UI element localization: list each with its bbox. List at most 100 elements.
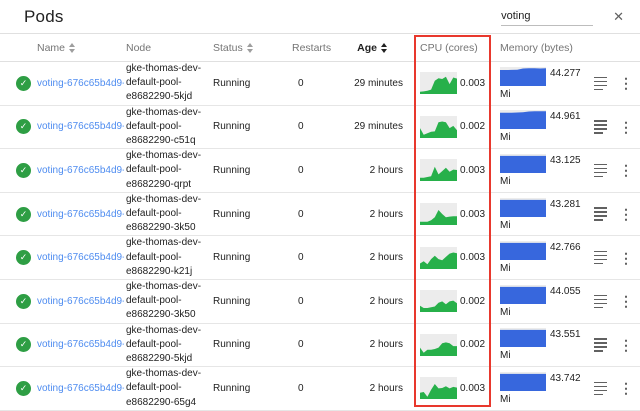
logs-icon[interactable] [592,249,609,267]
column-header-status-label: Status [213,41,243,54]
column-header-cpu-label: CPU (cores) [420,41,478,54]
status-cell: Running [213,339,251,351]
sort-icon [69,42,76,53]
kebab-menu-icon[interactable]: ⋮ [615,379,637,397]
column-header-age[interactable]: Age [340,42,405,54]
memory-cell: 43.281 Mi [495,197,585,231]
restarts-cell: 0 [298,382,304,394]
node-cell: gke-thomas-dev-default-pool-e8682290-5kj… [126,63,202,103]
menu-cell: ⋮ [615,379,640,397]
memory-value: 44.055 [550,285,581,297]
memory-unit: Mi [500,350,511,362]
table-row: ✓ voting-676c65b4d9-8f8 gke-thomas-dev-d… [0,367,640,411]
restarts-cell: 0 [298,295,304,307]
status-icon-cell: ✓ [0,119,36,135]
cpu-value: 0.003 [460,208,486,220]
age-cell: 2 hours [369,339,403,351]
logs-icon[interactable] [592,293,609,311]
restarts-cell: 0 [298,252,304,264]
search-input[interactable] [501,7,594,26]
cpu-sparkline-chart [420,246,457,269]
logs-icon[interactable] [592,162,609,180]
cpu-sparkline-chart [420,115,457,138]
cpu-cell: 0.002 [405,333,495,356]
menu-cell: ⋮ [615,205,640,223]
menu-cell: ⋮ [615,336,640,354]
table-row: ✓ voting-676c65b4d9-srl gke-thomas-dev-d… [0,236,640,280]
pod-name-link[interactable]: voting-676c65b4d9-xs [37,77,124,89]
logs-icon[interactable] [592,205,609,223]
column-header-status[interactable]: Status [210,42,282,54]
logs-icon[interactable] [592,336,609,354]
cpu-cell: 0.002 [405,115,495,138]
close-icon[interactable]: ✕ [613,9,624,24]
status-icon-cell: ✓ [0,162,36,178]
menu-cell: ⋮ [615,161,640,179]
logs-icon[interactable] [592,118,609,136]
memory-cell: 44.055 Mi [495,284,585,318]
column-header-memory[interactable]: Memory (bytes) [495,42,585,54]
cpu-sparkline-chart [420,72,457,95]
pod-name-link[interactable]: voting-676c65b4d9-tpr [37,121,124,133]
logs-icon[interactable] [592,380,609,398]
memory-cell: 43.551 Mi [495,328,585,361]
cpu-value: 0.003 [460,382,486,394]
logs-cell [585,249,615,267]
kebab-menu-icon[interactable]: ⋮ [615,292,637,310]
status-ok-check-icon: ✓ [16,162,31,178]
status-ok-check-icon: ✓ [16,337,31,353]
pod-name-link[interactable]: voting-676c65b4d9-8f8 [37,382,124,394]
status-cell: Running [213,121,251,133]
column-header-node[interactable]: Node [124,42,210,54]
kebab-menu-icon[interactable]: ⋮ [615,161,637,179]
column-header-memory-label: Memory (bytes) [500,41,573,54]
logs-cell [585,293,615,311]
column-header-restarts[interactable]: Restarts [282,42,340,54]
table-header-row: Name Node Status Restarts Age CPU (cores… [0,34,640,62]
column-header-cpu[interactable]: CPU (cores) [405,42,495,54]
memory-sparkline-chart [500,110,546,130]
column-header-name[interactable]: Name [36,42,124,54]
name-cell: voting-676c65b4d9-tj6 [36,296,124,307]
kebab-menu-icon[interactable]: ⋮ [615,249,637,267]
kebab-menu-icon[interactable]: ⋮ [615,118,637,136]
restarts-cell: 0 [298,208,304,220]
age-cell: 2 hours [369,252,403,264]
menu-cell: ⋮ [615,292,640,310]
logs-cell [585,75,615,93]
cpu-cell: 0.003 [405,72,495,95]
age-cell: 2 hours [369,295,403,307]
pod-name-link[interactable]: voting-676c65b4d9-nv [37,208,124,220]
name-cell: voting-676c65b4d9-srl [36,252,124,263]
table-row: ✓ voting-676c65b4d9-tpj gke-thomas-dev-d… [0,324,640,368]
kebab-menu-icon[interactable]: ⋮ [615,336,637,354]
age-cell: 29 minutes [354,121,403,133]
memory-sparkline-chart [500,328,546,348]
column-header-age-label: Age [357,41,377,54]
cpu-value: 0.003 [460,164,486,176]
cpu-sparkline-chart [420,333,457,356]
memory-cell: 42.766 Mi [495,241,585,274]
age-cell: 2 hours [369,208,403,220]
restarts-cell: 0 [298,121,304,133]
pod-name-link[interactable]: voting-676c65b4d9-tpj [37,339,124,351]
name-cell: voting-676c65b4d9-72 [36,165,124,176]
cpu-cell: 0.003 [405,377,495,400]
cpu-sparkline-chart [420,159,457,182]
kebab-menu-icon[interactable]: ⋮ [615,74,637,92]
logs-cell [585,205,615,223]
page-title: Pods [24,6,64,26]
memory-sparkline-chart [500,284,546,304]
logs-icon[interactable] [592,75,609,93]
cpu-cell: 0.003 [405,159,495,182]
pod-name-link[interactable]: voting-676c65b4d9-srl [37,252,124,264]
name-cell: voting-676c65b4d9-nv [36,209,124,220]
status-icon-cell: ✓ [0,293,36,309]
pod-name-link[interactable]: voting-676c65b4d9-72 [37,164,124,176]
table-row: ✓ voting-676c65b4d9-72 gke-thomas-dev-de… [0,149,640,193]
pod-name-link[interactable]: voting-676c65b4d9-tj6 [37,295,124,307]
title-bar: Pods ✕ [0,0,640,34]
memory-sparkline-chart [500,241,546,261]
kebab-menu-icon[interactable]: ⋮ [615,205,637,223]
status-icon-cell: ✓ [0,206,36,222]
